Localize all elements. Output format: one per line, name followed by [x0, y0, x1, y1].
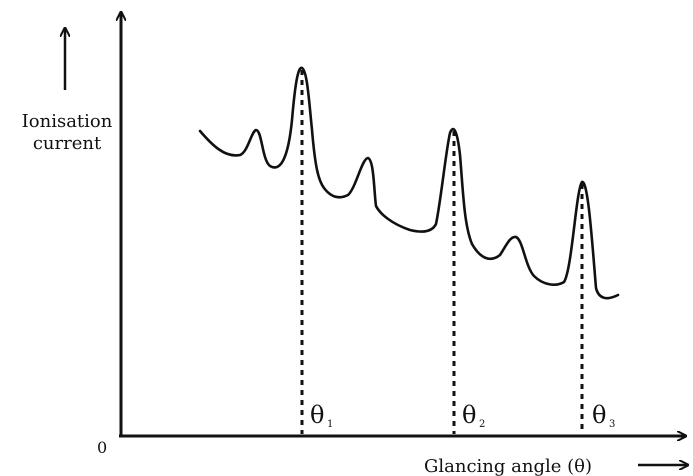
peak-label-3-symbol: θ — [592, 401, 606, 429]
origin-label: 0 — [97, 438, 107, 457]
peak-label-2: θ 2 — [462, 401, 485, 430]
peak-label-2-symbol: θ — [462, 401, 476, 429]
peak-label-1: θ 1 — [310, 401, 333, 430]
peak-label-3: θ 3 — [592, 401, 615, 430]
peak-label-3-subscript: 3 — [609, 419, 615, 430]
y-axis-label-line2: current — [33, 133, 102, 154]
x-axis-label: Glancing angle (θ) — [424, 456, 592, 476]
peak-label-1-symbol: θ — [310, 401, 324, 429]
peak-label-1-subscript: 1 — [327, 419, 333, 430]
y-axis-label-line1: Ionisation — [22, 111, 113, 132]
ionisation-curve — [198, 66, 620, 300]
peak-label-2-subscript: 2 — [479, 419, 485, 430]
